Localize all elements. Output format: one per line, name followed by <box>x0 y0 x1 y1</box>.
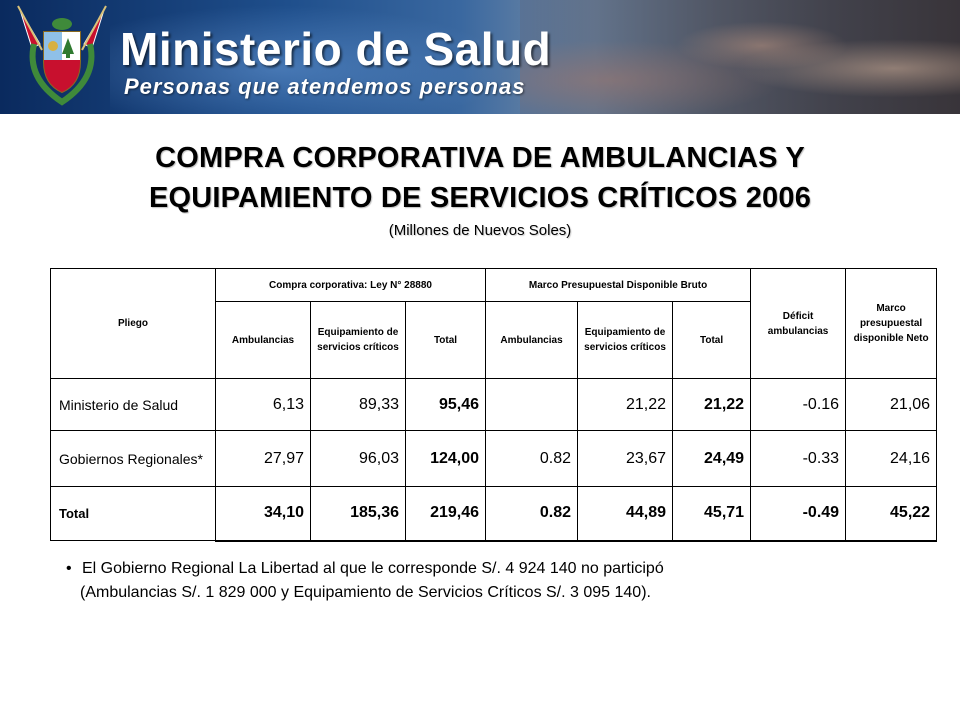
cell-cc-total: 219,46 <box>404 486 487 542</box>
cell-cc-total: 124,00 <box>404 430 487 487</box>
cell-neto: 45,22 <box>845 486 938 542</box>
cell-deficit: -0.49 <box>750 486 847 542</box>
cell-pliego: Total <box>50 486 216 541</box>
header-banner: Ministerio de Salud Personas que atendem… <box>0 0 960 114</box>
table-total-row: Total 34,10 185,36 219,46 0.82 44,89 45,… <box>50 486 938 542</box>
cell-cc-ambulancias: 27,97 <box>215 430 311 487</box>
cell-mp-ambulancias: 0.82 <box>485 486 579 542</box>
header-row-2: Ambulancias Equipamiento de servicios cr… <box>51 301 937 379</box>
cell-neto: 21,06 <box>845 378 938 431</box>
table-row: Ministerio de Salud 6,13 89,33 95,46 21,… <box>50 378 938 431</box>
header-marco-neto: Marco presupuestal disponible Neto <box>845 268 938 379</box>
cell-cc-ambulancias: 6,13 <box>215 378 311 431</box>
cell-deficit: -0.33 <box>750 430 847 487</box>
header-pliego: Pliego <box>50 268 216 379</box>
ministry-title: Ministerio de Salud <box>120 23 552 75</box>
cell-pliego: Ministerio de Salud <box>50 378 216 431</box>
header-deficit: Déficit ambulancias <box>750 268 847 379</box>
cell-mp-equipamiento: 44,89 <box>577 486 674 542</box>
cell-cc-total: 95,46 <box>404 378 487 431</box>
header-cc-total: Total <box>404 301 487 379</box>
page-title-line-2: EQUIPAMIENTO DE SERVICIOS CRÍTICOS 2006 <box>148 182 812 214</box>
header-cc-ambulancias: Ambulancias <box>215 301 311 379</box>
budget-table: Pliego Compra corporativa: Ley N° 28880 … <box>50 268 938 542</box>
cell-cc-equipamiento: 89,33 <box>310 378 406 431</box>
cell-cc-equipamiento: 185,36 <box>310 486 406 542</box>
header-mp-total: Total <box>672 301 752 379</box>
cell-mp-ambulancias <box>485 378 579 431</box>
page-title-line-1: COMPRA CORPORATIVA DE AMBULANCIAS Y <box>155 142 805 174</box>
cell-cc-equipamiento: 96,03 <box>310 430 406 487</box>
ministry-slogan: Personas que atendemos personas <box>124 74 526 99</box>
cell-mp-ambulancias: 0.82 <box>485 430 579 487</box>
footnote-line-1: El Gobierno Regional La Libertad al que … <box>82 560 664 577</box>
header-row-1: Pliego Compra corporativa: Ley N° 28880 … <box>50 268 938 379</box>
cell-mp-total: 21,22 <box>672 378 752 431</box>
header-compra-corporativa: Compra corporativa: Ley N° 28880 <box>214 268 487 302</box>
cell-neto: 24,16 <box>845 430 938 487</box>
coat-of-arms-logo <box>17 5 107 106</box>
banner-wave <box>110 0 530 114</box>
cell-mp-equipamiento: 23,67 <box>577 430 674 487</box>
header-mp-ambulancias: Ambulancias <box>485 301 579 379</box>
cell-mp-total: 45,71 <box>672 486 752 542</box>
page-subtitle: (Millones de Nuevos Soles) <box>388 222 572 239</box>
banner-photo <box>520 0 960 114</box>
header-marco-bruto: Marco Presupuestal Disponible Bruto <box>485 268 752 302</box>
cell-pliego: Gobiernos Regionales* <box>50 430 216 487</box>
cell-mp-equipamiento: 21,22 <box>577 378 674 431</box>
cell-cc-ambulancias: 34,10 <box>215 486 311 542</box>
cell-mp-total: 24,49 <box>672 430 752 487</box>
header-cc-equipamiento: Equipamiento de servicios críticos <box>310 301 406 379</box>
table-row: Gobiernos Regionales* 27,97 96,03 124,00… <box>50 430 938 487</box>
header-mp-equipamiento: Equipamiento de servicios críticos <box>577 301 674 379</box>
bullet-marker: • <box>66 560 72 577</box>
cell-deficit: -0.16 <box>750 378 847 431</box>
footnote-line-2: (Ambulancias S/. 1 829 000 y Equipamient… <box>80 584 651 601</box>
